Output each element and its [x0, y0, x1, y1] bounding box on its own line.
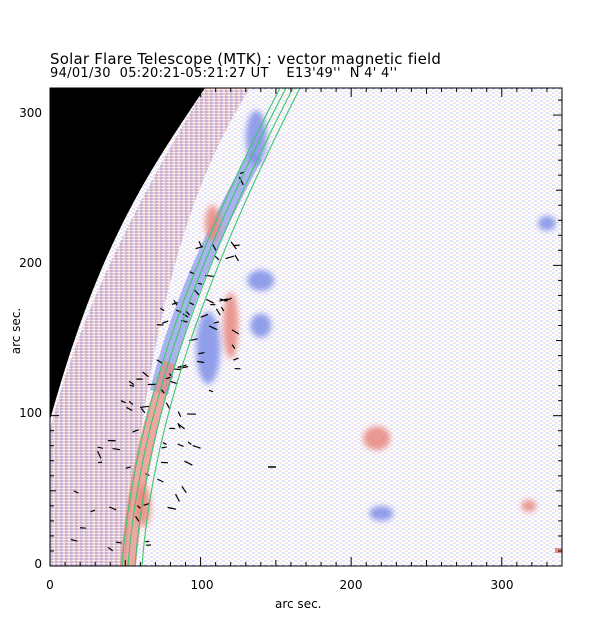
vector-57 — [128, 400, 134, 405]
x-axis-label: arc sec. — [275, 597, 322, 611]
vector-116 — [215, 308, 221, 316]
vector-88 — [173, 299, 178, 306]
limb-noise-band — [50, 88, 250, 566]
vector-140 — [161, 389, 165, 394]
vector-20 — [174, 493, 180, 502]
vector-75 — [167, 506, 177, 510]
vector-55 — [143, 502, 150, 506]
negative-polarity-patch-9 — [369, 505, 394, 521]
vector-155 — [140, 408, 146, 414]
vector-131 — [135, 515, 140, 522]
vector-118 — [185, 310, 191, 316]
x-tick-label-300: 300 — [490, 578, 514, 592]
positive-polarity-patch-4 — [223, 292, 239, 359]
vector-127 — [224, 297, 232, 302]
vector-37 — [129, 384, 135, 387]
vector-15 — [171, 301, 178, 305]
vector-150 — [177, 422, 181, 429]
y-tick-label-200: 200 — [19, 256, 42, 270]
vector-50 — [108, 506, 117, 511]
vector-16 — [177, 411, 182, 417]
vector-54 — [177, 443, 184, 448]
vector-5 — [238, 176, 244, 186]
negative-polarity-patch-0 — [196, 311, 221, 385]
vector-4 — [126, 406, 133, 412]
vector-68 — [195, 245, 204, 250]
vector-0 — [213, 321, 220, 324]
vector-70 — [197, 282, 203, 285]
vector-142 — [187, 441, 192, 446]
y-tick-label-100: 100 — [19, 406, 42, 420]
vector-100 — [145, 540, 150, 543]
positive-polarity-patch-5 — [363, 426, 391, 451]
vector-101 — [181, 486, 187, 494]
vector-53 — [107, 546, 114, 552]
vector-83 — [198, 351, 205, 355]
vector-14 — [161, 446, 167, 449]
vector-153 — [231, 329, 240, 335]
negative-polarity-patch-2 — [250, 313, 272, 338]
vector-102 — [233, 357, 239, 361]
vector-121 — [194, 289, 200, 297]
vector-11 — [225, 255, 235, 260]
vector-7 — [70, 538, 78, 542]
vector-52 — [208, 389, 214, 393]
vector-36 — [98, 461, 103, 464]
negative-polarity-patch-3 — [247, 269, 275, 291]
figure-title: Solar Flare Telescope (MTK) : vector mag… — [50, 50, 442, 68]
vector-46 — [205, 298, 215, 304]
vector-96 — [161, 320, 169, 325]
vector-31 — [239, 171, 245, 175]
vector-93 — [175, 309, 182, 313]
limb-contours — [121, 88, 301, 566]
vector-87 — [192, 444, 201, 449]
positive-polarity-patch-10 — [521, 499, 537, 512]
vector-103 — [128, 380, 135, 386]
vector-72 — [73, 490, 79, 494]
vector-76 — [125, 466, 131, 469]
vector-8 — [140, 405, 150, 409]
vector-124 — [97, 446, 104, 449]
vector-97 — [160, 307, 165, 312]
y-tick-label-300: 300 — [19, 106, 42, 120]
vector-119 — [169, 380, 178, 385]
vector-84 — [157, 478, 164, 483]
vector-21 — [162, 442, 167, 445]
vector-51 — [184, 460, 193, 466]
vector-159 — [112, 447, 121, 451]
figure-subtitle: 94/01/30 05:20:21-05:21:27 UT E13'49'' N… — [50, 66, 398, 81]
vector-109 — [208, 325, 218, 331]
vector-85 — [165, 376, 171, 380]
vector-69 — [220, 306, 225, 312]
negative-polarity-patch-8 — [537, 215, 556, 231]
vector-3 — [120, 400, 126, 404]
y-tick-label-0: 0 — [34, 557, 42, 571]
vector-158 — [230, 241, 237, 250]
x-tick-label-200: 200 — [339, 578, 363, 592]
vector-28 — [90, 509, 96, 513]
positive-polarity-patch-6 — [205, 205, 221, 242]
vector-32 — [231, 344, 236, 349]
vector-79 — [212, 243, 217, 251]
vector-126 — [132, 429, 139, 433]
off-disk-sky — [50, 88, 205, 420]
vector-105 — [142, 371, 149, 378]
vector-129 — [97, 450, 102, 459]
vector-65 — [234, 254, 239, 262]
x-tick-label-100: 100 — [190, 578, 214, 592]
vector-38 — [200, 313, 209, 318]
vector-134 — [197, 360, 205, 364]
transverse-field-vectors — [70, 171, 245, 552]
vector-151 — [136, 505, 141, 509]
vector-82 — [115, 541, 122, 544]
vector-13 — [182, 313, 189, 318]
x-tick-label-0: 0 — [46, 578, 54, 592]
